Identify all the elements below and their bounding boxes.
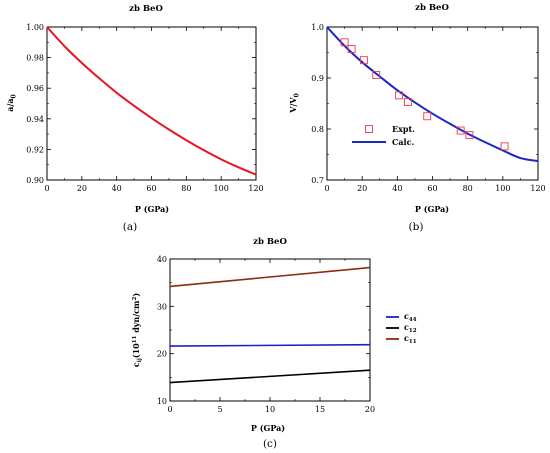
panel-a-y-tick-label: 0.96 [26, 84, 44, 93]
panel-c-x-tick-label: 15 [315, 405, 325, 414]
panel-b-expt-point [372, 70, 381, 79]
panel-b-x-tick-label: 20 [357, 184, 367, 193]
panel-c-legend: c44 c12 c11 [386, 311, 417, 345]
panel-a-x-tick-label: 60 [146, 184, 156, 193]
panel-c-plot-frame [169, 258, 371, 402]
legend-c12-main: c [404, 322, 409, 332]
panel-c-y-tick-label: 10 [157, 397, 167, 406]
panel-c-series-line-c12 [169, 369, 371, 384]
panel-c-x-axis-label: P (GPa) [251, 423, 285, 433]
panel-a-y-label-main: a/a [5, 98, 15, 111]
panel-a-caption: (a) [123, 221, 137, 233]
panel-a-x-tick-label: 0 [44, 184, 49, 193]
panel-b-x-tick-label: 100 [495, 184, 510, 193]
panel-c-series-line-c11 [169, 266, 371, 288]
panel-b-expt-point [403, 98, 412, 106]
panel-b-y-label-sub: 0 [294, 93, 301, 97]
panel-a-plot-frame [46, 26, 257, 181]
panel-a-y-axis-label: a/a0 [5, 94, 18, 111]
panel-c-y-tick-label: 20 [157, 350, 167, 359]
panel-b-expt-point [423, 112, 432, 121]
panel-a-series [46, 26, 257, 176]
panel-c-x-tick-label: 0 [167, 405, 172, 414]
panel-b-title: zb BeO [415, 3, 449, 13]
panel-a-x-axis-label: P (GPa) [135, 204, 169, 214]
panel-b-x-tick-label: 120 [530, 184, 545, 193]
panel-b-expt-point [340, 38, 349, 47]
panel-b-x-tick-label: 0 [324, 184, 329, 193]
panel-c-ticks: 0 5 10 15 20 10 20 30 40 [157, 255, 375, 414]
panel-a-ticks: 0 20 40 60 80 100 120 0.90 0.92 0.94 0.96 0.98 1.00 [26, 23, 263, 193]
panel-b-y-tick-label: 0.9 [311, 74, 324, 83]
legend-expt-marker [365, 125, 373, 133]
legend-calc-label: Calc. [392, 137, 414, 147]
panel-b: zb BeO 0 20 40 60 80 100 120 0.7 0.8 0.9 1.0 Expt.… [288, 3, 546, 233]
panel-c-caption: (c) [263, 438, 277, 450]
panel-b-y-tick-label: 1.0 [311, 23, 324, 32]
panel-b-plot-frame [326, 26, 539, 181]
panel-b-expt-point [456, 126, 465, 135]
legend-c44-sub: 44 [409, 317, 417, 323]
panel-c-x-tick-label: 5 [217, 405, 222, 414]
panel-c-y-axis-label: cij(1011 dyn/cm2) [131, 293, 143, 367]
panel-c-y-label-sub: ij [137, 358, 143, 362]
panel-a-title: zb BeO [129, 4, 163, 14]
panel-a-y-label-sub: 0 [11, 94, 18, 98]
panel-b-legend: Expt. Calc. [352, 124, 415, 147]
panel-c-y-label-tail: dyn/cm [131, 300, 141, 336]
panel-a-y-tick-label: 0.94 [26, 115, 44, 124]
panel-c-x-tick-label: 10 [265, 405, 275, 414]
legend-c12-sub: 12 [409, 328, 417, 334]
panel-c-x-tick-label: 20 [365, 405, 375, 414]
panel-c-y-label-main: c [131, 362, 141, 367]
panel-b-y-axis-label: V/V0 [288, 93, 301, 114]
panel-a-x-tick-label: 100 [214, 184, 229, 193]
panel-a-x-tick-label: 80 [181, 184, 191, 193]
panel-b-ticks: 0 20 40 60 80 100 120 0.7 0.8 0.9 1.0 [311, 23, 545, 193]
panel-c-y-label-rest: (10 [131, 343, 141, 358]
panel-a-x-tick-label: 120 [248, 184, 263, 193]
legend-c11-main: c [404, 333, 409, 343]
panel-b-y-tick-label: 0.7 [311, 176, 324, 185]
panel-a-y-tick-label: 0.92 [26, 145, 44, 154]
panel-c-series-line-c44 [169, 343, 371, 347]
legend-c44-label: c44 [404, 311, 417, 323]
panel-a-y-tick-label: 1.00 [26, 23, 44, 32]
panel-c-y-label-end: ) [131, 293, 141, 297]
panel-b-expt-point [500, 142, 509, 151]
panel-b-expt-point [347, 44, 356, 53]
panel-a-x-tick-label: 20 [77, 184, 87, 193]
panel-b-expt-point [395, 91, 404, 100]
panel-b-caption: (b) [409, 221, 424, 233]
panel-b-y-tick-label: 0.8 [311, 125, 324, 134]
legend-c11-sub: 11 [409, 339, 417, 345]
panel-a-y-tick-label: 0.90 [26, 176, 44, 185]
panel-b-x-axis-label: P (GPa) [415, 204, 449, 214]
panel-b-series [326, 26, 539, 163]
panel-c-y-label-sup2: 2 [132, 296, 138, 300]
legend-c44-main: c [404, 311, 409, 321]
panel-b-y-label-main: V/V [288, 97, 298, 114]
panel-b-expt-point [359, 56, 368, 65]
panel-a-y-tick-label: 0.98 [26, 54, 44, 63]
panel-c-title: zb BeO [253, 237, 287, 247]
panel-a-x-tick-label: 40 [112, 184, 122, 193]
panel-a: zb BeO 0 20 40 60 80 100 120 0.90 0.92 0.94 0.96 0.… [5, 4, 264, 233]
panel-b-calc-line [326, 26, 539, 163]
panel-b-x-tick-label: 60 [427, 184, 437, 193]
legend-c12-label: c12 [404, 322, 417, 334]
legend-expt-label: Expt. [392, 124, 415, 134]
panel-b-expt-point [465, 131, 474, 140]
panel-a-series-line [46, 26, 257, 176]
panel-c-y-tick-label: 30 [157, 302, 167, 311]
panel-b-x-tick-label: 40 [392, 184, 402, 193]
panel-b-x-tick-label: 80 [463, 184, 473, 193]
panel-c-y-label-sup: 11 [132, 335, 138, 343]
panel-c-series [169, 266, 371, 384]
panel-c-y-tick-label: 40 [157, 255, 167, 264]
legend-c11-label: c11 [404, 333, 417, 345]
